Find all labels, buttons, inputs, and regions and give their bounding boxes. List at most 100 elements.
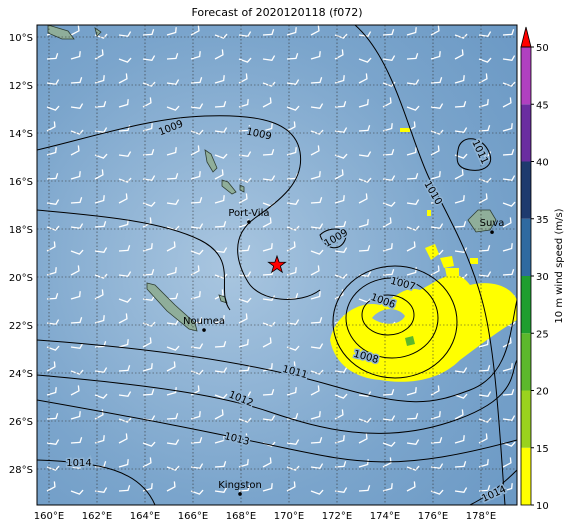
wind-barb — [46, 481, 56, 492]
wind-barb — [262, 217, 272, 228]
wind-barb — [286, 361, 296, 372]
wind-barb — [238, 313, 248, 324]
wind-barb — [94, 75, 105, 84]
wind-barb — [46, 105, 60, 111]
wind-barb — [454, 127, 468, 133]
wind-barb — [478, 417, 492, 423]
wind-barb — [454, 461, 467, 468]
lon-tick-label: 164°E — [130, 511, 160, 522]
wind-barb — [214, 169, 224, 180]
isobar — [37, 459, 156, 505]
wind-barb — [214, 33, 228, 39]
wind-barb — [334, 169, 344, 180]
wind-barb — [478, 99, 489, 108]
wind-barb — [46, 199, 60, 205]
wind-barb — [358, 57, 372, 63]
wind-barb — [358, 433, 368, 444]
wind-barb — [142, 389, 155, 396]
wind-barb — [262, 97, 272, 108]
wind-barb — [382, 123, 393, 132]
wind-barb — [478, 459, 489, 468]
wind-barb — [214, 195, 225, 204]
wind-barb — [70, 369, 84, 375]
wind-barb — [166, 267, 177, 276]
colorbar-tick-label: 15 — [536, 444, 549, 455]
isobar — [354, 25, 506, 505]
wind-barb — [142, 81, 156, 87]
wind-barb — [70, 129, 84, 135]
wind-barb — [406, 439, 420, 445]
lon-tick-label: 170°E — [274, 511, 304, 522]
wind-barb — [46, 345, 60, 351]
isobar — [319, 228, 347, 249]
wind-barb — [286, 27, 297, 36]
wind-barb — [478, 365, 491, 372]
wind-barb — [94, 101, 107, 108]
lat-tick-label: 14°S — [9, 129, 33, 140]
wind-barb — [238, 391, 252, 397]
wind-barb — [262, 55, 276, 61]
wind-barb — [94, 315, 105, 324]
colorbar-label: 10 m wind speed (m/s) — [554, 208, 565, 323]
wind-barb — [502, 243, 513, 252]
wind-barb — [262, 149, 275, 156]
wind-barb — [358, 417, 372, 423]
wind-barb — [94, 169, 104, 180]
wind-barb — [166, 241, 176, 252]
wind-barb — [406, 105, 420, 111]
lat-tick-label: 24°S — [9, 369, 33, 380]
wind-barb — [118, 417, 132, 423]
wind-barb — [310, 103, 324, 109]
colorbar-tick-label: 30 — [536, 272, 549, 283]
wind-barb — [70, 489, 84, 495]
wind-barb — [454, 49, 464, 60]
wind-barb — [166, 465, 180, 471]
colorbar: 10 15 20 25 30 35 40 45 50 10 m wind speed (m/s) — [520, 26, 565, 512]
wind-barb — [238, 245, 251, 252]
wind-barb — [46, 413, 59, 420]
wind-barb — [94, 195, 105, 204]
wind-barb — [286, 121, 296, 132]
wind-barb — [310, 343, 324, 349]
wind-barb — [262, 123, 273, 132]
wind-barb — [142, 201, 156, 207]
isobar — [37, 399, 517, 463]
place-name: Kingston — [218, 480, 262, 491]
isobar — [37, 209, 231, 311]
place-name: Suva — [480, 218, 505, 229]
wind-barb — [310, 223, 324, 229]
wind-barb — [94, 289, 104, 300]
wind-barb — [406, 147, 417, 156]
wind-barb — [142, 217, 152, 228]
wind-barb — [502, 217, 512, 228]
wind-barb — [94, 393, 108, 399]
wind-barb — [118, 245, 131, 252]
wind-barb — [334, 461, 347, 468]
wind-barb — [238, 271, 252, 277]
wind-barb — [310, 77, 323, 84]
wind-barb — [358, 99, 369, 108]
wind-barb — [454, 195, 465, 204]
wind-barb — [454, 33, 468, 39]
wind-barb — [46, 173, 59, 180]
wind-barb — [430, 51, 441, 60]
wind-barb — [262, 457, 272, 468]
wind-barb — [190, 343, 204, 349]
wind-barb — [478, 485, 491, 492]
wind-barb — [382, 389, 395, 396]
wind-barb — [334, 247, 348, 253]
wind-barb — [166, 147, 177, 156]
wind-barb — [46, 241, 56, 252]
wind-barb — [286, 465, 300, 471]
wind-barb — [142, 337, 152, 348]
place-name: Port-Vila — [228, 208, 269, 219]
wind-barb — [214, 75, 225, 84]
place-marker — [202, 328, 206, 332]
wind-barb — [166, 387, 177, 396]
wind-barb — [502, 55, 516, 61]
colorbar-segment — [521, 390, 531, 448]
wind-barb — [358, 391, 372, 397]
wind-barb — [166, 53, 179, 60]
wind-barb — [502, 363, 513, 372]
colorbar-tick-label: 20 — [536, 387, 549, 398]
